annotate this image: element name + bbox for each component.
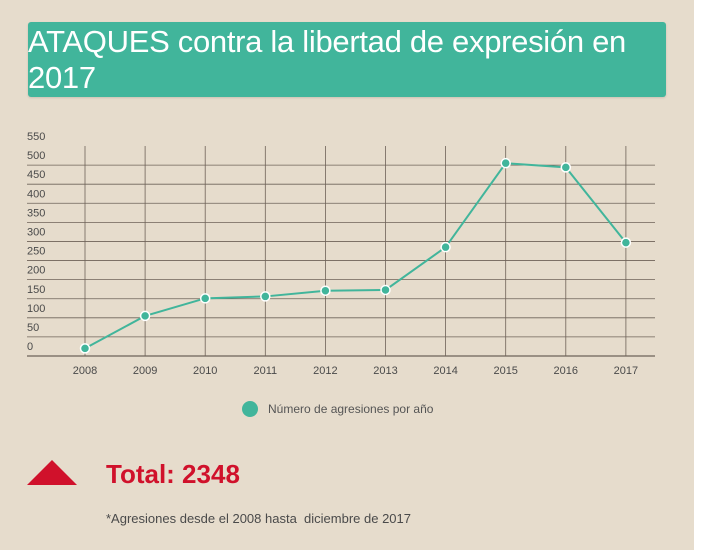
title-banner: ATAQUES contra la libertad de expresión … <box>28 22 666 97</box>
data-point <box>560 162 572 173</box>
chart-legend: Número de agresiones por año <box>242 401 433 417</box>
x-tick-label: 2012 <box>313 365 337 377</box>
x-tick-label: 2008 <box>73 365 97 377</box>
data-point <box>79 343 91 354</box>
y-tick-label: 200 <box>27 265 45 277</box>
y-tick-label: 400 <box>27 188 45 200</box>
right-edge-strip <box>694 0 701 550</box>
x-tick-label: 2017 <box>614 365 638 377</box>
x-tick-label: 2013 <box>373 365 397 377</box>
series-layer <box>79 157 632 354</box>
y-tick-label: 100 <box>27 303 45 315</box>
data-point <box>260 291 271 302</box>
footnote: *Agresiones desde el 2008 hasta diciembr… <box>106 511 411 526</box>
y-tick-label: 450 <box>27 169 45 181</box>
y-tick-label: 150 <box>27 284 45 296</box>
y-tick-label: 550 <box>27 131 45 143</box>
chart-title: ATAQUES contra la libertad de expresión … <box>28 23 626 95</box>
data-point <box>199 293 211 304</box>
x-tick-label: 2015 <box>493 365 517 377</box>
legend-label: Número de agresiones por año <box>268 402 434 416</box>
x-tick-label: 2010 <box>193 365 217 377</box>
series-line <box>84 162 627 350</box>
data-point <box>380 284 391 296</box>
y-tick-label: 350 <box>27 207 45 219</box>
y-tick-label: 300 <box>27 227 45 239</box>
x-tick-label: 2009 <box>133 365 157 377</box>
data-point <box>500 157 511 169</box>
y-tick-label: 500 <box>27 150 45 162</box>
x-tick-label: 2014 <box>433 365 457 377</box>
legend-marker <box>242 401 258 417</box>
x-tick-label: 2011 <box>253 365 277 377</box>
x-tick-label: 2016 <box>554 365 578 377</box>
y-tick-label: 0 <box>27 341 33 353</box>
total-count: Total: 2348 <box>106 459 240 489</box>
y-tick-label: 250 <box>27 246 45 258</box>
data-point <box>620 237 632 248</box>
data-point <box>440 241 451 253</box>
data-point <box>139 310 151 322</box>
data-point <box>320 285 331 296</box>
y-tick-label: 50 <box>27 322 39 334</box>
total-triangle-icon <box>27 460 77 485</box>
x-axis-ticks: 2008 2009 2010 2011 2012 2013 2014 2015 2016 2017 <box>73 365 638 377</box>
chart-grid <box>27 146 655 357</box>
